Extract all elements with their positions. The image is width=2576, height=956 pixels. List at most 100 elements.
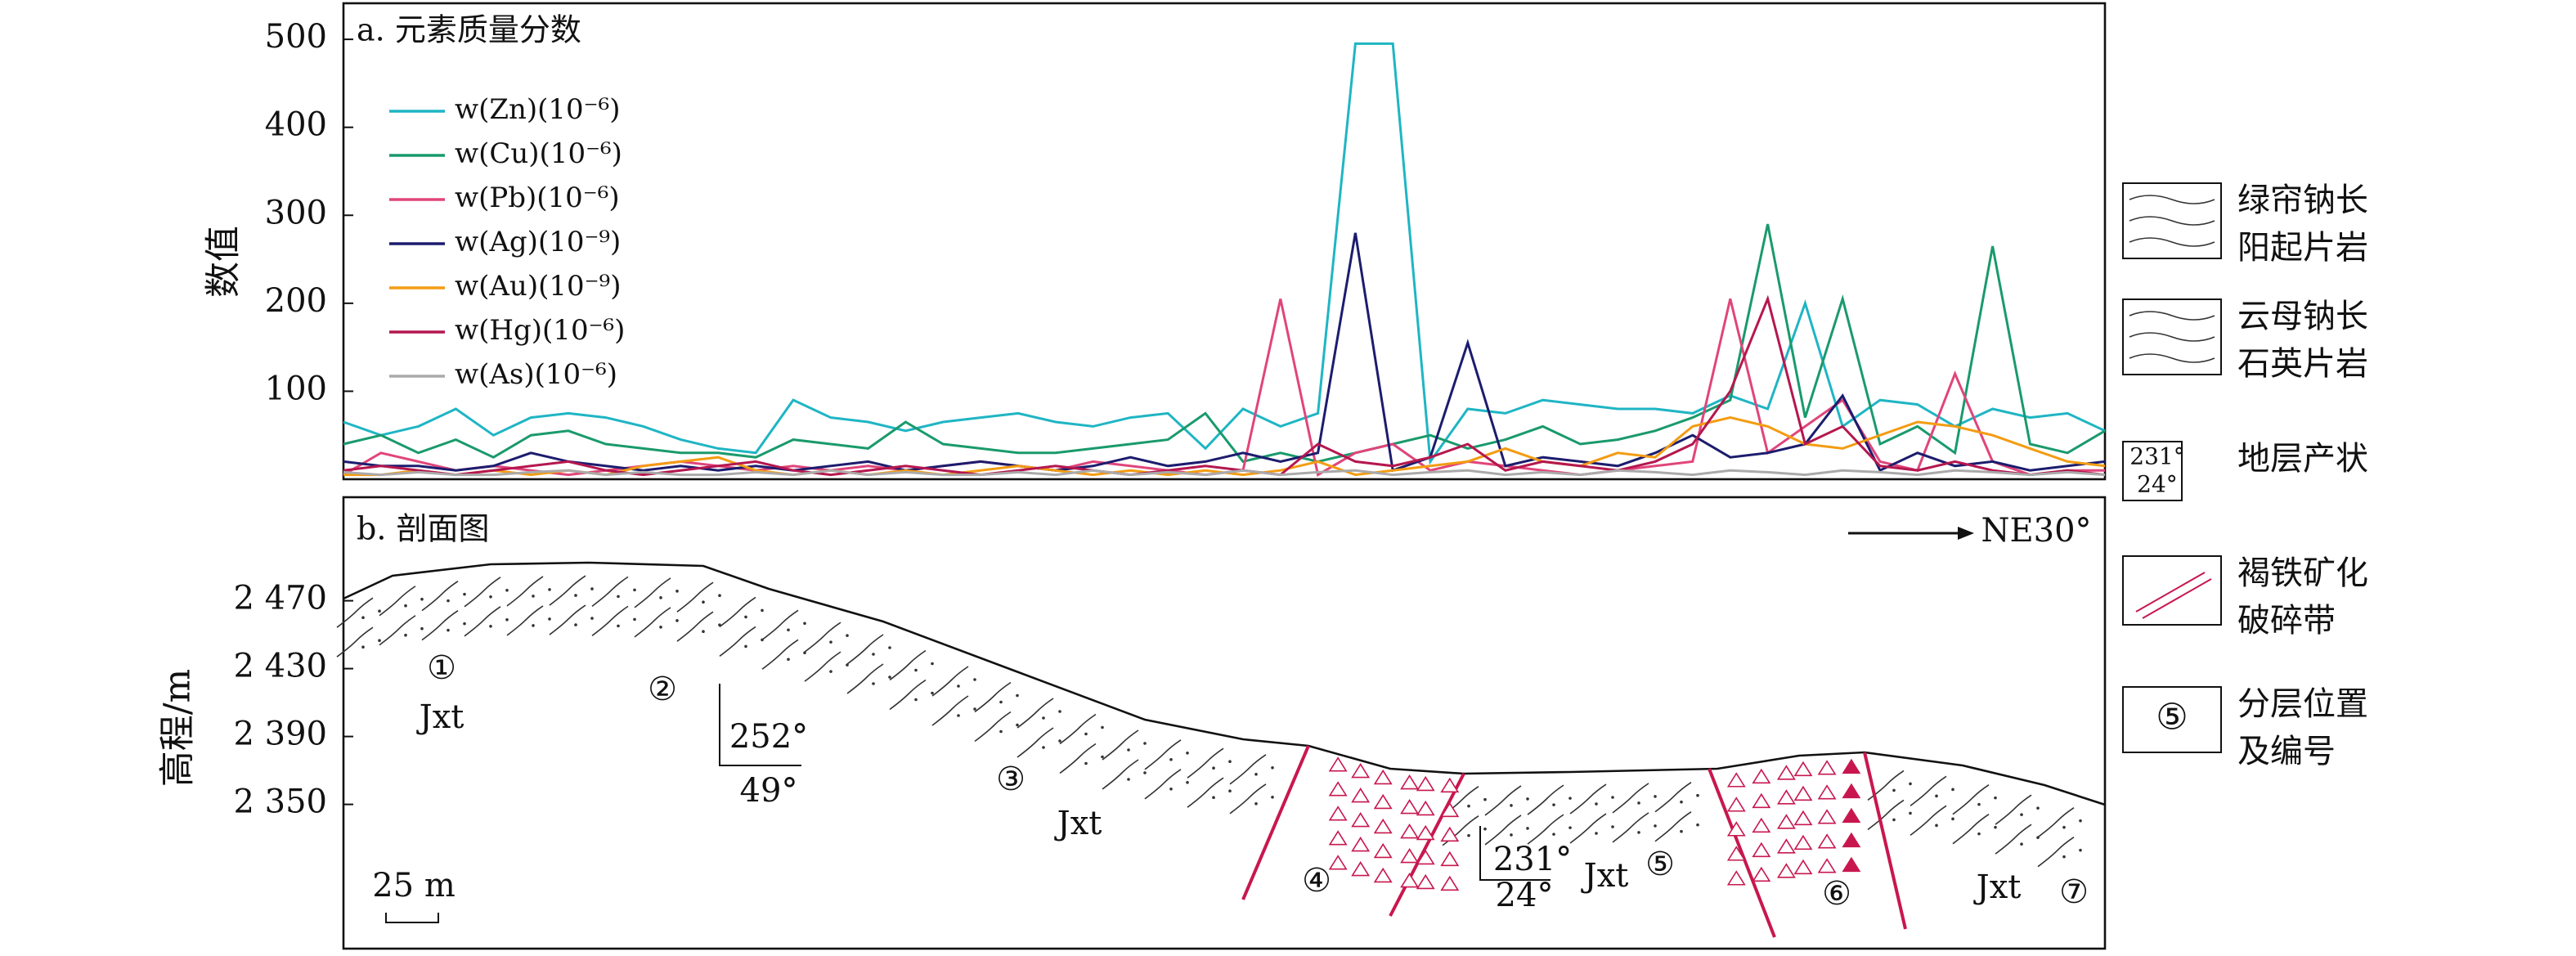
breccia	[1776, 838, 1796, 854]
schist-dot	[1169, 788, 1173, 791]
breccia	[1440, 826, 1460, 842]
breccia	[1416, 800, 1435, 816]
schist-dot	[2079, 848, 2082, 852]
schist-dot	[1680, 800, 1683, 804]
annotation: Jxt	[1973, 868, 2022, 906]
schist-dot	[1595, 832, 1598, 835]
panel-a-frame	[342, 2, 2107, 481]
breccia	[1817, 784, 1837, 800]
schist-dot	[2079, 819, 2082, 823]
schist-dot	[1680, 829, 1683, 833]
schist-wave	[1016, 727, 1054, 758]
legend-label: w(Pb)(10⁻⁶)	[455, 182, 620, 214]
schist-wave	[804, 651, 841, 682]
schist-dot	[447, 628, 450, 632]
schist-wave	[1995, 824, 2032, 855]
schist-wave	[506, 605, 544, 636]
breccia	[1752, 842, 1771, 858]
annotation: NE30°	[1981, 512, 2091, 550]
breccia	[1793, 761, 1813, 777]
breccia	[1328, 806, 1348, 821]
series-line	[343, 223, 2106, 464]
schist-dot	[829, 640, 832, 644]
schist-dot	[1568, 826, 1572, 829]
breccia	[1400, 774, 1420, 790]
schist-dot	[1654, 795, 1657, 798]
schist-wave	[1229, 783, 1267, 815]
annotation: ④	[1302, 862, 1331, 900]
breccia	[1842, 783, 1861, 799]
legend-symbol: ⑤	[2156, 697, 2188, 738]
legend-label: 褐铁矿化	[2237, 554, 2368, 592]
schist-wave	[1952, 814, 1990, 845]
schist-wave	[2037, 807, 2075, 838]
y-tick-label: 100	[265, 370, 327, 407]
schist-dot	[702, 600, 705, 604]
breccia	[1776, 863, 1796, 878]
schist-dot	[1892, 818, 1896, 822]
schist-dot	[1186, 781, 1189, 784]
schist-dot	[361, 616, 365, 619]
schist-dot	[1994, 825, 1997, 829]
breccia	[1373, 769, 1393, 785]
schist-dot	[1637, 831, 1640, 834]
schist-wave	[2037, 837, 2075, 868]
schist-wave	[1059, 743, 1097, 774]
schist-dot	[659, 596, 662, 599]
schist-dot	[1977, 832, 1981, 836]
schist-dot	[1510, 833, 1513, 837]
schist-dot	[505, 589, 509, 592]
schist-wave	[846, 634, 884, 665]
legend-pattern	[2129, 311, 2215, 321]
schist-dot	[803, 622, 806, 626]
schist-wave	[421, 610, 459, 641]
breccia	[1842, 856, 1861, 873]
breccia	[1842, 807, 1861, 824]
schist-dot	[846, 634, 849, 637]
schist-dot	[1058, 710, 1061, 713]
legend-label: 地层产状	[2237, 440, 2368, 478]
schist-wave	[1229, 754, 1267, 785]
schist-wave	[889, 679, 927, 711]
legend-pattern	[2129, 353, 2215, 363]
schist-dot	[532, 595, 535, 598]
schist-dot	[1909, 811, 1912, 815]
legend-box	[2122, 686, 2222, 753]
schist-dot	[1084, 732, 1088, 736]
schist-dot	[1552, 833, 1555, 836]
schist-dot	[1483, 827, 1487, 831]
breccia	[1842, 832, 1861, 848]
schist-dot	[744, 615, 747, 619]
dip-symbol	[1479, 826, 1551, 881]
breccia	[1726, 846, 1746, 861]
annotation: ⑤	[1645, 846, 1675, 883]
schist-dot	[1483, 797, 1487, 801]
schist-wave	[846, 663, 884, 694]
annotation: 24°	[1496, 877, 1554, 914]
schist-dot	[532, 624, 535, 627]
breccia	[1373, 818, 1393, 834]
schist-wave	[931, 695, 969, 726]
annotation: ①	[427, 649, 456, 687]
breccia	[1726, 870, 1746, 886]
schist-dot	[1228, 789, 1232, 792]
breccia	[1793, 810, 1813, 826]
schist-wave	[421, 581, 459, 612]
schist-dot	[1228, 760, 1232, 763]
panel-a-title: a. 元素质量分数	[357, 12, 581, 48]
schist-dot	[1101, 755, 1104, 759]
breccia	[1752, 792, 1771, 809]
breccia	[1440, 875, 1460, 891]
y-tick-label: 2 390	[233, 716, 327, 753]
breccia	[1328, 855, 1348, 870]
schist-wave	[1187, 747, 1224, 779]
schist-dot	[574, 623, 577, 626]
legend-pattern	[2129, 332, 2215, 342]
schist-wave	[1995, 794, 2032, 825]
schist-dot	[1909, 782, 1912, 786]
schist-dot	[1892, 788, 1896, 792]
schist-dot	[914, 698, 918, 702]
breccia	[1440, 851, 1460, 867]
breccia	[1351, 788, 1371, 803]
schist-wave	[1910, 805, 1947, 836]
